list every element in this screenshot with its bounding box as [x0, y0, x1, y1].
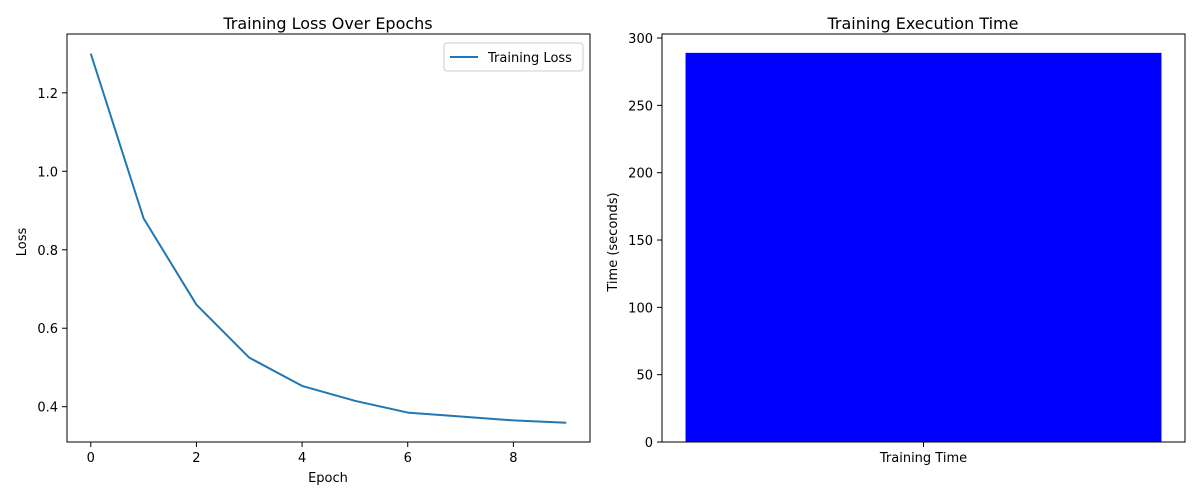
- time-y-tick-label: 250: [628, 99, 653, 114]
- time-x-tick-label: Training Time: [879, 451, 967, 466]
- loss-y-tick-label: 0.8: [37, 244, 58, 259]
- loss-legend-label: Training Loss: [487, 51, 572, 66]
- loss-x-tick-label: 4: [298, 451, 306, 466]
- loss-axes-frame: [66, 33, 591, 443]
- loss-legend-box: [443, 42, 584, 72]
- time-y-axis-label: Time (seconds): [606, 192, 621, 292]
- loss-y-axis-label: Loss: [15, 228, 30, 257]
- time-y-tick-label: 200: [628, 167, 653, 182]
- loss-y-tick-label: 0.6: [37, 322, 58, 337]
- time-plot-area: Training Time 0 50 100 150 200 250 300: [628, 32, 1186, 466]
- time-y-tick-label: 150: [628, 234, 653, 249]
- time-y-tick-label: 0: [645, 436, 653, 451]
- loss-y-tick-label: 1.2: [37, 87, 58, 102]
- time-chart: Training Execution Time Training Time 0 50…: [606, 14, 1186, 466]
- time-y-tick-label: 50: [636, 369, 653, 384]
- loss-chart: Training Loss Over Epochs 0 2 4 6 8 0.4 0.6 0.8…: [15, 14, 591, 486]
- loss-y-tick-label: 1.0: [37, 165, 58, 180]
- time-y-tick-label: 100: [628, 301, 653, 316]
- loss-chart-title: Training Loss Over Epochs: [222, 14, 432, 33]
- loss-legend: Training Loss: [443, 42, 584, 72]
- loss-x-tick-label: 8: [509, 451, 517, 466]
- loss-x-tick-label: 2: [192, 451, 200, 466]
- time-y-tick-label: 300: [628, 32, 653, 47]
- loss-y-tick-label: 0.4: [37, 401, 58, 416]
- loss-plot-area: 0 2 4 6 8 0.4 0.6 0.8 1.0 1.2 Training Loss: [37, 33, 591, 466]
- loss-x-tick-label: 0: [87, 451, 95, 466]
- loss-x-axis-label: Epoch: [308, 471, 348, 486]
- time-axes-frame: [661, 33, 1186, 443]
- time-bar: [685, 52, 1162, 442]
- loss-x-tick-label: 6: [404, 451, 412, 466]
- loss-series-line: [89, 53, 567, 424]
- time-chart-title: Training Execution Time: [827, 14, 1019, 33]
